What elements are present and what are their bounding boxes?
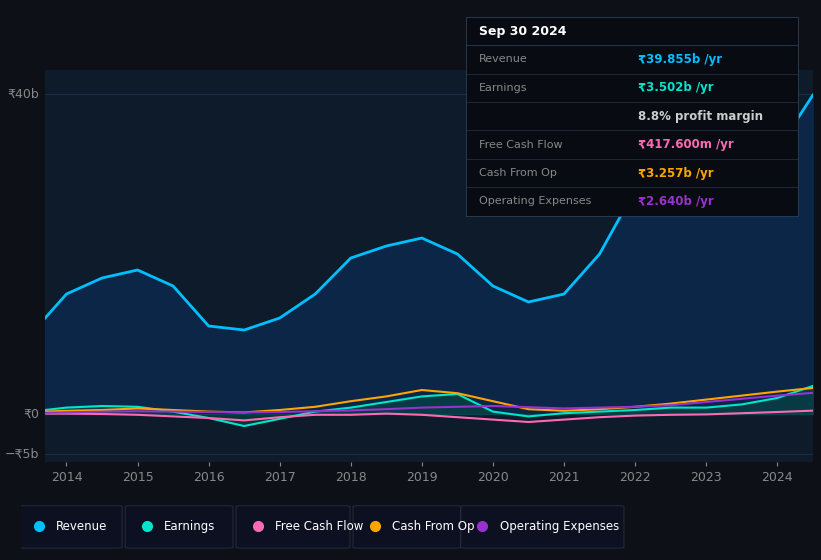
- Text: Free Cash Flow: Free Cash Flow: [479, 139, 562, 150]
- FancyBboxPatch shape: [461, 506, 624, 548]
- Text: ₹40b: ₹40b: [7, 87, 39, 100]
- Text: 8.8% profit margin: 8.8% profit margin: [639, 110, 764, 123]
- FancyBboxPatch shape: [125, 506, 233, 548]
- FancyBboxPatch shape: [353, 506, 461, 548]
- Text: Earnings: Earnings: [164, 520, 215, 533]
- Text: Operating Expenses: Operating Expenses: [479, 197, 591, 207]
- Text: Cash From Op: Cash From Op: [392, 520, 475, 533]
- Text: ₹0: ₹0: [24, 408, 39, 421]
- Text: ₹417.600m /yr: ₹417.600m /yr: [639, 138, 734, 151]
- Text: Revenue: Revenue: [57, 520, 108, 533]
- Text: −₹5b: −₹5b: [5, 447, 39, 460]
- Text: Sep 30 2024: Sep 30 2024: [479, 25, 566, 38]
- Text: ₹2.640b /yr: ₹2.640b /yr: [639, 195, 714, 208]
- FancyBboxPatch shape: [236, 506, 350, 548]
- Text: ₹3.257b /yr: ₹3.257b /yr: [639, 166, 714, 180]
- Text: ₹3.502b /yr: ₹3.502b /yr: [639, 81, 714, 94]
- Text: Revenue: Revenue: [479, 54, 528, 64]
- Text: Operating Expenses: Operating Expenses: [499, 520, 619, 533]
- FancyBboxPatch shape: [17, 506, 122, 548]
- Text: Earnings: Earnings: [479, 83, 527, 93]
- Text: Free Cash Flow: Free Cash Flow: [275, 520, 363, 533]
- Text: ₹39.855b /yr: ₹39.855b /yr: [639, 53, 722, 66]
- Text: Cash From Op: Cash From Op: [479, 168, 557, 178]
